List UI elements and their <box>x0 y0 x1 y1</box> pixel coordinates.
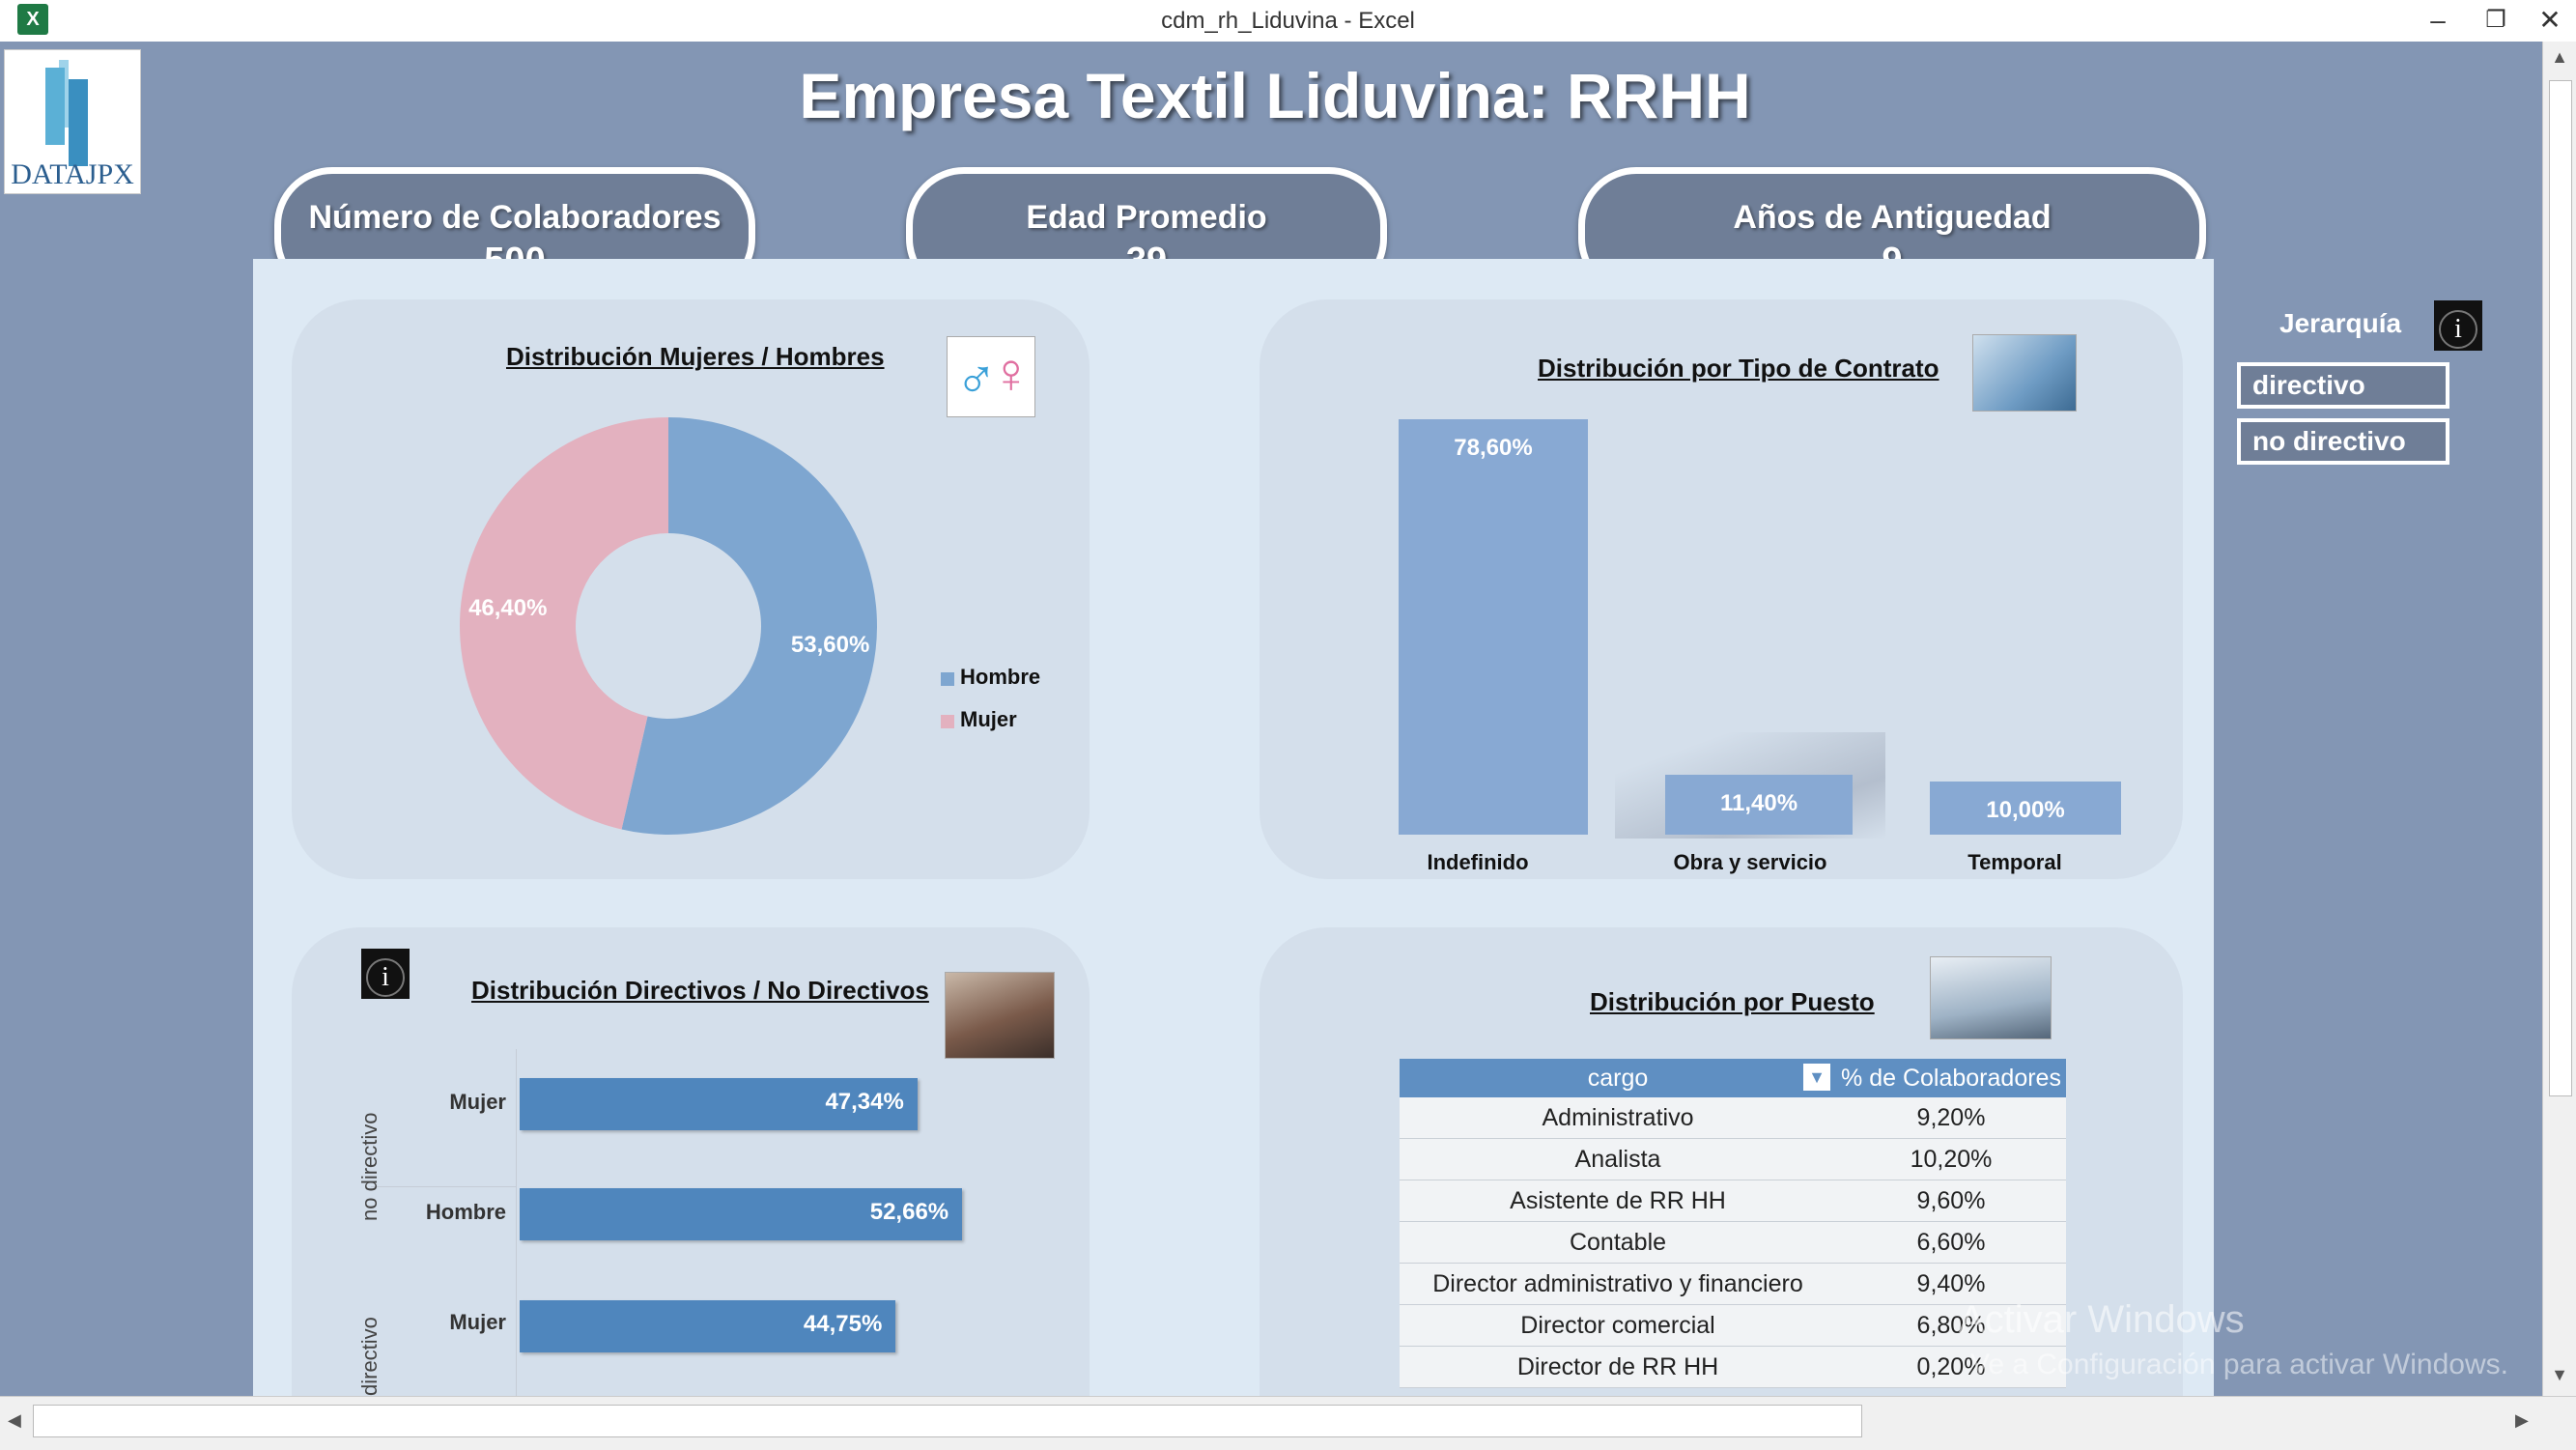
contract-category-label: Temporal <box>1967 850 2062 874</box>
vertical-scrollbar[interactable]: ▲ ▼ <box>2542 42 2576 1396</box>
donut-label-mujer: 46,40% <box>468 595 547 621</box>
cell-cargo[interactable]: Administrativo <box>1400 1097 1836 1139</box>
cell-pct[interactable]: 9,20% <box>1836 1097 2066 1139</box>
scroll-down-icon[interactable]: ▼ <box>2551 1365 2568 1384</box>
bar-value-label: 78,60% <box>1454 435 1533 461</box>
slicer-item-directivo[interactable]: directivo <box>2237 362 2449 409</box>
info-icon[interactable]: i <box>2434 300 2482 351</box>
cell-pct[interactable]: 10,20% <box>1836 1138 2066 1180</box>
cell-cargo[interactable]: Asistente de RR HH <box>1400 1180 1836 1222</box>
table-title-puesto: Distribución por Puesto <box>1590 987 1875 1016</box>
cell-cargo[interactable]: Director administrativo y financiero <box>1400 1263 1836 1305</box>
scroll-up-icon[interactable]: ▲ <box>2551 47 2568 67</box>
cell-pct[interactable]: 9,40% <box>1836 1263 2066 1305</box>
table-row[interactable]: Contable 6,60% <box>1400 1221 2066 1264</box>
datajpx-logo: DATAJPX <box>4 49 141 194</box>
filter-dropdown-icon[interactable]: ▼ <box>1803 1064 1830 1091</box>
contract-bar[interactable]: 11,40% <box>1665 774 1853 835</box>
table-header-pct: % de Colaboradores <box>1836 1059 2066 1097</box>
logo-bar-icon <box>45 68 65 145</box>
legend-label-hombre: Hombre <box>960 665 1041 689</box>
activation-watermark-sub: Ve a Configuración para activar Windows. <box>1970 1349 2508 1380</box>
table-row[interactable]: Director administrativo y financiero 9,40… <box>1400 1263 2066 1305</box>
logo-bar-icon <box>69 79 88 166</box>
gender-symbol-icon: ♂ ♀ <box>947 336 1035 417</box>
contract-bar[interactable]: 78,60% <box>1399 419 1588 835</box>
dashboard-title: Empresa Textil Liduvina: RRHH <box>799 60 1751 131</box>
scroll-left-icon[interactable]: ◀ <box>8 1410 21 1430</box>
table-row[interactable]: Administrativo 9,20% <box>1400 1097 2066 1139</box>
cell-cargo[interactable]: Contable <box>1400 1221 1836 1264</box>
window-title: cdm_rh_Liduvina - Excel <box>1161 8 1415 34</box>
bar-value-label: 52,66% <box>869 1199 949 1225</box>
donut-slice-hombre <box>621 417 877 835</box>
contract-category-label: Indefinido <box>1427 850 1529 874</box>
cell-pct[interactable]: 6,60% <box>1836 1221 2066 1264</box>
table-row[interactable]: Asistente de RR HH 9,60% <box>1400 1180 2066 1222</box>
axis-line <box>516 1049 517 1396</box>
activation-watermark: Activar Windows <box>1959 1298 2245 1341</box>
cell-pct[interactable]: 6,80% <box>1836 1304 2066 1347</box>
directivos-bar[interactable]: 52,66% <box>520 1188 963 1240</box>
group-label-no-directivo: no directivo <box>357 1112 382 1221</box>
chart-title-gender: Distribución Mujeres / Hombres <box>506 342 885 371</box>
logo-text: DATAJPX <box>11 158 134 190</box>
directivos-bar[interactable]: 47,34% <box>520 1078 918 1130</box>
excel-icon[interactable]: X <box>17 4 48 35</box>
contract-category-label: Obra y servicio <box>1673 850 1827 874</box>
contract-bar[interactable]: 10,00% <box>1930 782 2121 835</box>
meeting-photo <box>945 972 1055 1059</box>
bar-value-label: 10,00% <box>1986 797 2065 824</box>
hbar-category-label: Hombre <box>425 1200 506 1224</box>
bar-value-label: 11,40% <box>1719 789 1798 816</box>
legend-swatch-mujer <box>941 715 954 728</box>
vertical-scroll-thumb[interactable] <box>2549 80 2572 1096</box>
restore-icon[interactable]: ❐ <box>2485 7 2506 33</box>
header-label: cargo <box>1587 1064 1649 1092</box>
table-header-cargo: cargo ▼ <box>1400 1059 1836 1097</box>
donut-slice-mujer <box>459 417 668 830</box>
kpi-label: Años de Antiguedad <box>1733 199 2052 236</box>
kpi-label: Edad Promedio <box>1026 199 1267 236</box>
cell-cargo[interactable]: Director de RR HH <box>1400 1346 1836 1388</box>
info-icon[interactable]: i <box>361 949 410 999</box>
office-photo <box>1930 956 2052 1039</box>
group-divider <box>371 1186 516 1187</box>
cell-cargo[interactable]: Analista <box>1400 1138 1836 1180</box>
table-row[interactable]: Director comercial 6,80% <box>1400 1304 2066 1347</box>
chart-title-contract: Distribución por Tipo de Contrato <box>1538 354 1939 383</box>
window-title-bar: X cdm_rh_Liduvina - Excel – ❐ ✕ <box>0 0 2576 43</box>
scroll-right-icon[interactable]: ▶ <box>2515 1410 2529 1430</box>
donut-label-hombre: 53,60% <box>791 632 869 658</box>
legend-swatch-hombre <box>941 672 954 686</box>
slicer-item-no-directivo[interactable]: no directivo <box>2237 418 2449 465</box>
hbar-category-label: Mujer <box>449 1310 506 1334</box>
chart-title-directivos: Distribución Directivos / No Directivos <box>471 976 929 1005</box>
hbar-category-label: Mujer <box>449 1090 506 1114</box>
horizontal-scroll-thumb[interactable] <box>33 1405 1862 1437</box>
cell-pct[interactable]: 0,20% <box>1836 1346 2066 1388</box>
table-row[interactable]: Director de RR HH 0,20% <box>1400 1346 2066 1388</box>
minimize-icon[interactable]: – <box>2430 5 2446 35</box>
group-label-directivo: directivo <box>357 1317 382 1396</box>
table-row[interactable]: Analista 10,20% <box>1400 1138 2066 1180</box>
legend-label-mujer: Mujer <box>960 707 1017 731</box>
slicer-title: Jerarquía <box>2279 308 2402 338</box>
bar-value-label: 47,34% <box>825 1089 904 1115</box>
puesto-pivot-table: cargo ▼ % de Colaboradores Administrativ… <box>1400 1059 2066 1388</box>
horizontal-scrollbar[interactable]: ◀ ▶ <box>0 1396 2576 1450</box>
gender-donut-chart: 53,60% 46,40% <box>459 417 877 835</box>
close-icon[interactable]: ✕ <box>2538 5 2562 35</box>
cell-cargo[interactable]: Director comercial <box>1400 1304 1836 1347</box>
cell-pct[interactable]: 9,60% <box>1836 1180 2066 1222</box>
contract-photo <box>1972 334 2077 412</box>
directivos-bar[interactable]: 44,75% <box>520 1300 896 1352</box>
bar-value-label: 44,75% <box>803 1311 883 1337</box>
kpi-label: Número de Colaboradores <box>308 199 722 236</box>
